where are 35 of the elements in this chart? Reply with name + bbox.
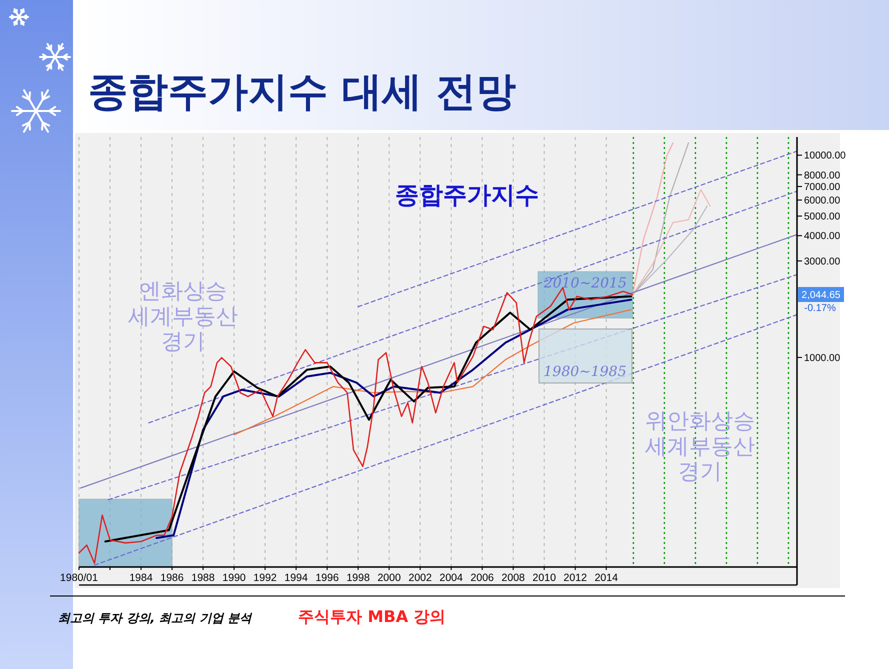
y-tick-label: 3000.00 bbox=[804, 256, 841, 268]
y-tick-label: 7000.00 bbox=[804, 182, 841, 194]
y-tick-label: 5000.00 bbox=[804, 212, 841, 223]
x-tick-label: 1996 bbox=[315, 572, 339, 584]
x-tick-label: 1980/01 bbox=[60, 572, 98, 584]
x-tick-label: 1994 bbox=[284, 572, 308, 584]
annotation: 엔화상승 세계부동산 경기 bbox=[128, 279, 238, 355]
x-tick-label: 2002 bbox=[408, 572, 432, 584]
band-label: 2010~2015 bbox=[542, 276, 627, 292]
y-tick-label: 1000.00 bbox=[804, 352, 841, 364]
x-tick-label: 2004 bbox=[440, 572, 464, 584]
text: 2,044.65 bbox=[802, 290, 841, 301]
x-tick-label: 2012 bbox=[564, 572, 588, 584]
x-tick-label: 2014 bbox=[594, 572, 618, 584]
y-tick-label: 10000.00 bbox=[804, 150, 846, 162]
annotation: 종합주가지수 bbox=[395, 180, 539, 209]
x-tick-label: 1984 bbox=[129, 572, 153, 584]
x-tick-label: 1998 bbox=[346, 572, 370, 584]
y-tick-label: 4000.00 bbox=[804, 231, 841, 242]
x-tick-label: 2000 bbox=[377, 572, 401, 584]
x-tick-label: 1992 bbox=[253, 572, 277, 584]
y-tick-label: 8000.00 bbox=[804, 170, 841, 182]
x-tick-label: 2006 bbox=[470, 572, 494, 584]
text: 주식투자 MBA 강의 bbox=[298, 607, 446, 626]
x-tick-label: 2008 bbox=[502, 572, 526, 584]
annotation: 1980~1985 bbox=[544, 364, 627, 380]
chart-title: 종합주가지수 대세 전망 bbox=[88, 69, 516, 115]
x-tick-label: 1988 bbox=[191, 572, 215, 584]
x-tick-label: 1990 bbox=[222, 572, 246, 584]
x-tick-label: 1986 bbox=[160, 572, 184, 584]
y-tick-label: 6000.00 bbox=[804, 196, 841, 207]
annotation: 위안화상승 세계부동산 경기 bbox=[645, 409, 755, 485]
x-tick-label: 2010 bbox=[532, 572, 556, 584]
text: 최고의 투자 강의, 최고의 기업 분석 bbox=[58, 611, 252, 625]
text: -0.17% bbox=[804, 303, 836, 314]
